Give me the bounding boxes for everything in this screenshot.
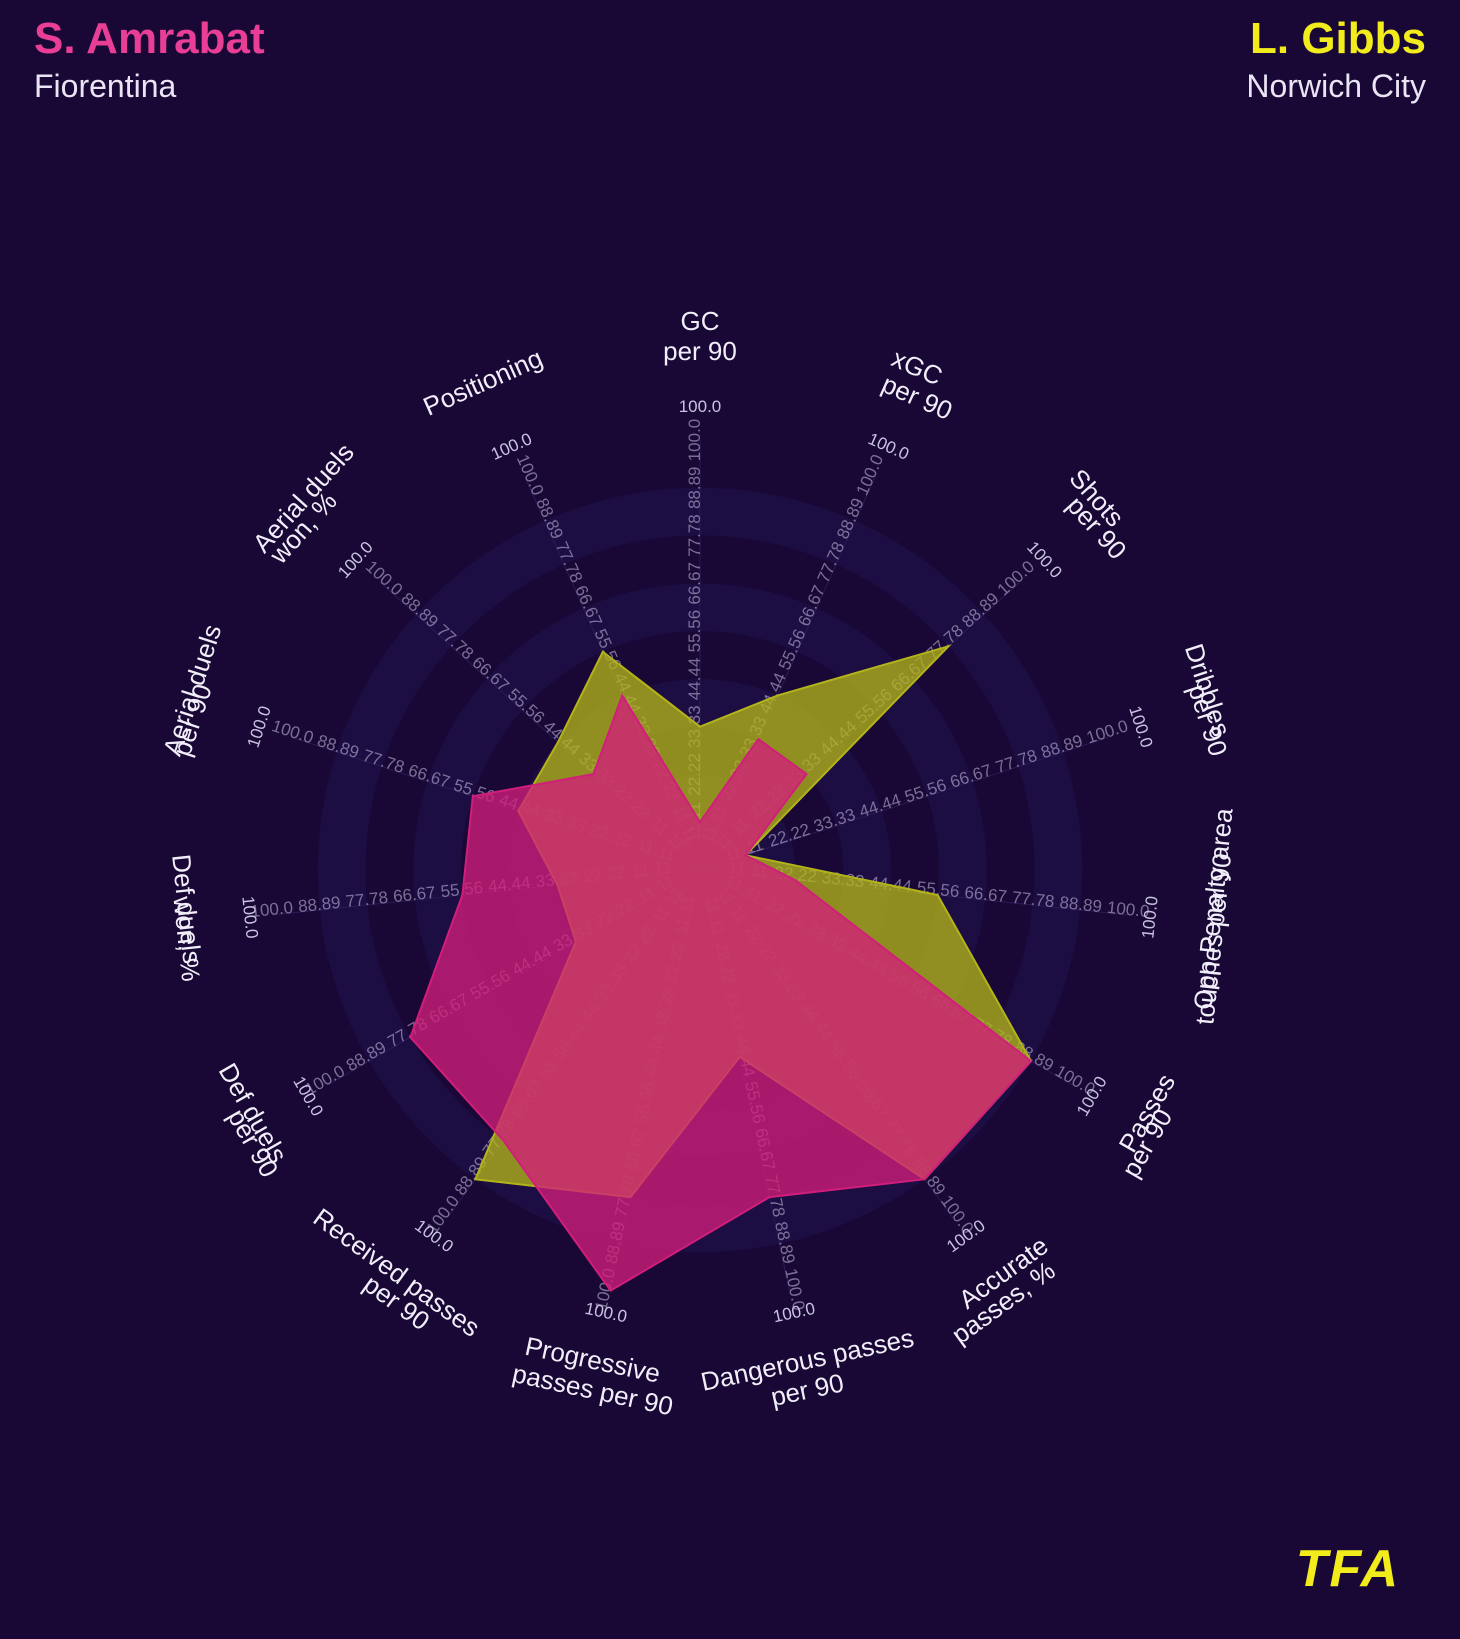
gibbs-name-label: L. Gibbs — [1246, 14, 1426, 64]
axis-max-label: 100.0 — [583, 1299, 629, 1326]
axis-max-label: 100.0 — [1138, 895, 1161, 939]
amrabat-name-label: S. Amrabat — [34, 14, 265, 64]
axis-label-line: GC — [681, 306, 720, 336]
axis-max-label: 100.0 — [679, 397, 722, 416]
ring-value-label: 77.78 — [685, 514, 704, 557]
amrabat-team-label: Fiorentina — [34, 68, 265, 105]
axis-max-label: 100.0 — [244, 704, 275, 750]
axis-max-label: 100.0 — [771, 1299, 817, 1326]
axis-max-label: 100.0 — [238, 895, 261, 939]
ring-value-label: 55.56 — [685, 610, 704, 653]
right-player-header: L. Gibbs Norwich City — [1246, 14, 1426, 105]
ring-value-label: 100.0 — [685, 419, 704, 462]
ring-value-label: 44.44 — [685, 658, 704, 701]
left-player-header: S. Amrabat Fiorentina — [34, 14, 265, 105]
axis-max-label: 100.0 — [1125, 704, 1156, 750]
ring-value-label: 88.89 — [685, 466, 704, 509]
tfa-logo: TFA — [1296, 1539, 1400, 1599]
axis-label-line: per 90 — [663, 336, 737, 366]
gibbs-team-label: Norwich City — [1246, 68, 1426, 105]
ring-value-label: 66.67 — [685, 562, 704, 605]
axis-label-14: Positioning — [419, 343, 547, 422]
radar-chart-container: S. Amrabat Fiorentina L. Gibbs Norwich C… — [0, 0, 1460, 1639]
radar-svg: 11.1122.2233.3344.4455.5666.6777.7888.89… — [0, 0, 1460, 1639]
axis-label-line: Positioning — [419, 343, 547, 422]
